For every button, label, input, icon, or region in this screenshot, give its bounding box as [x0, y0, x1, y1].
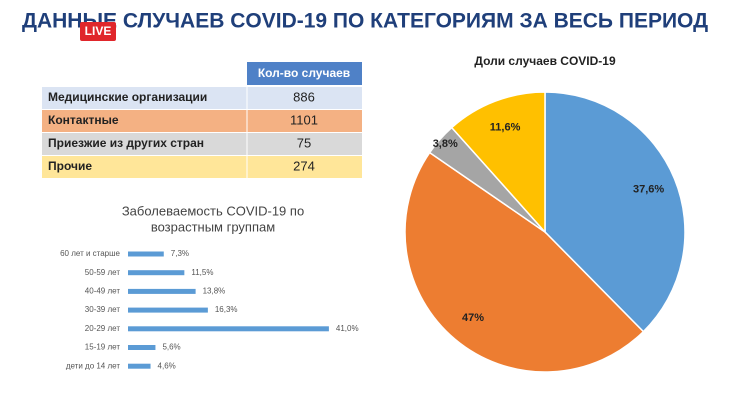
bar	[128, 251, 164, 257]
bar	[128, 345, 156, 350]
table-row	[42, 110, 362, 132]
slice-label: 3,8%	[433, 138, 458, 150]
pie-slice	[544, 91, 686, 333]
live-badge	[80, 22, 116, 41]
bar	[128, 363, 151, 369]
category-label: 60 лет и старше	[60, 249, 120, 258]
value-label: 4,6%	[158, 361, 176, 370]
value-label: 5,6%	[162, 343, 180, 352]
chart-title: Доли случаев COVID-19	[474, 54, 616, 68]
table-row	[42, 156, 362, 178]
row-label: Прочие	[48, 159, 92, 173]
slice-label: 47%	[462, 312, 484, 324]
row-value: 75	[297, 135, 311, 150]
category-label: дети до 14 лет	[66, 361, 121, 370]
value-label: 13,8%	[203, 287, 226, 296]
bar	[128, 288, 196, 294]
category-label: 50-59 лет	[85, 268, 121, 277]
bar	[128, 307, 208, 313]
row-label: Приезжие из других стран	[48, 136, 204, 150]
pie-slice	[404, 151, 645, 373]
value-label: 7,3%	[171, 249, 189, 258]
row-label: Контактные	[48, 113, 119, 127]
chart-title: Заболеваемость COVID-19 по	[122, 203, 304, 218]
category-label: 20-29 лет	[85, 324, 121, 333]
slice-label: 11,6%	[490, 121, 521, 133]
pie-slice	[450, 91, 546, 234]
table-row	[42, 133, 362, 155]
live-badge-text: LIVE	[85, 24, 112, 38]
bar	[128, 326, 329, 332]
slide-title: ДАННЫЕ СЛУЧАЕВ COVID-19 ПО КАТЕГОРИЯМ ЗА…	[22, 10, 708, 33]
bar	[128, 270, 185, 276]
row-value: 886	[293, 89, 315, 104]
row-value: 274	[293, 158, 315, 173]
value-label: 41,0%	[336, 324, 359, 333]
category-label: 30-39 лет	[85, 305, 121, 314]
category-label: 40-49 лет	[85, 287, 121, 296]
table-row	[42, 87, 362, 109]
value-label: 16,3%	[215, 305, 238, 314]
slice-label: 37,6%	[633, 183, 664, 195]
row-label: Медицинские организации	[48, 90, 207, 104]
table-header-cell	[247, 62, 362, 85]
value-label: 11,5%	[191, 268, 213, 277]
chart-title: возрастным группам	[151, 219, 275, 234]
table-header: Кол-во случаев	[258, 66, 350, 80]
row-value: 1101	[290, 112, 318, 127]
category-label: 15-19 лет	[85, 343, 121, 352]
